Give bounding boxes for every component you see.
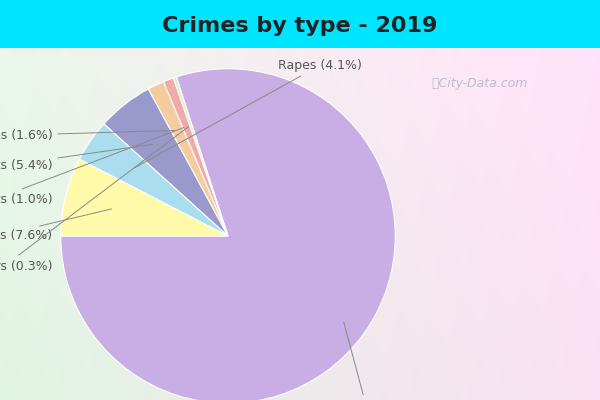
Text: Crimes by type - 2019: Crimes by type - 2019: [163, 16, 437, 36]
Wedge shape: [104, 89, 228, 236]
Wedge shape: [61, 69, 395, 400]
Wedge shape: [173, 77, 228, 236]
Text: Murders (0.3%): Murders (0.3%): [0, 127, 188, 273]
Text: Assaults (5.4%): Assaults (5.4%): [0, 144, 153, 172]
Wedge shape: [61, 159, 228, 236]
Text: Robberies (1.6%): Robberies (1.6%): [0, 129, 175, 142]
Wedge shape: [148, 82, 228, 236]
Text: Auto thefts (1.0%): Auto thefts (1.0%): [0, 128, 184, 206]
Text: Thefts (80.0%): Thefts (80.0%): [320, 322, 413, 400]
Wedge shape: [79, 124, 228, 236]
Text: Burglaries (7.6%): Burglaries (7.6%): [0, 209, 112, 242]
Text: Rapes (4.1%): Rapes (4.1%): [134, 59, 362, 168]
Text: ⓘCity-Data.com: ⓘCity-Data.com: [432, 78, 528, 90]
Wedge shape: [164, 78, 228, 236]
